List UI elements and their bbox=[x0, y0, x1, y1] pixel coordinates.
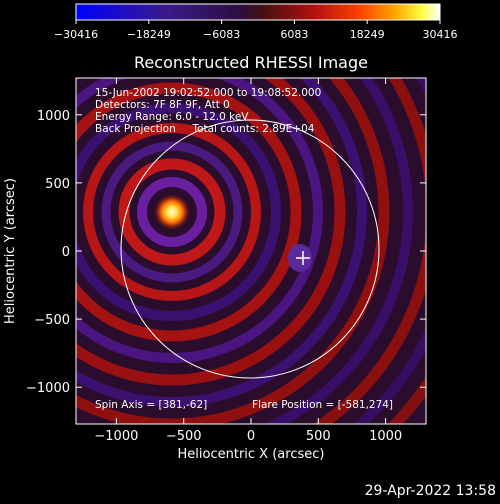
timestamp: 29-Apr-2022 13:58 bbox=[365, 483, 496, 499]
x-tick-label: 0 bbox=[247, 429, 255, 444]
annotation-energy-range: Energy Range: 6.0 - 12.0 keV bbox=[95, 111, 249, 123]
x-tick-label: 1000 bbox=[369, 429, 402, 444]
x-axis-label: Heliocentric X (arcsec) bbox=[178, 447, 325, 462]
annotation-spin-axis: Spin Axis = [381,-62] bbox=[95, 399, 207, 411]
annotation-detectors: Detectors: 7F 8F 9F, Att 0 bbox=[95, 99, 230, 111]
plot-title: Reconstructed RHESSI Image bbox=[134, 53, 368, 72]
x-tick-label: −1000 bbox=[94, 429, 138, 444]
annotation-time-range: 15-Jun-2002 19:02:52.000 to 19:08:52.000 bbox=[95, 87, 321, 99]
colorbar-tick-label: 30416 bbox=[423, 28, 458, 41]
colorbar-tick-label: −6083 bbox=[203, 28, 240, 41]
solar-limb-circle bbox=[120, 119, 380, 379]
y-tick-label: 500 bbox=[45, 177, 70, 192]
annotation-flare-position: Flare Position = [-581,274] bbox=[252, 399, 393, 411]
colorbar: −30416 −18249 −6083 6083 18249 30416 bbox=[54, 3, 458, 41]
x-tick-label: 500 bbox=[306, 429, 331, 444]
y-axis: 1000 500 0 −500 −1000 bbox=[26, 109, 426, 396]
x-axis: −1000 −500 0 500 1000 bbox=[94, 78, 402, 444]
spin-axis-marker bbox=[296, 251, 310, 265]
colorbar-tick-label: −30416 bbox=[54, 28, 98, 41]
y-tick-label: 1000 bbox=[37, 109, 70, 124]
colorbar-ticks: −30416 −18249 −6083 6083 18249 30416 bbox=[54, 20, 458, 41]
annotation-method-counts: Back Projection Total counts: 2.89E+04 bbox=[95, 123, 315, 135]
colorbar-tick-label: 6083 bbox=[280, 28, 308, 41]
y-axis-label: Heliocentric Y (arcsec) bbox=[3, 178, 18, 324]
flare-source bbox=[154, 194, 190, 230]
y-tick-label: −1000 bbox=[26, 381, 70, 396]
x-tick-label: −500 bbox=[166, 429, 202, 444]
image-panel: 15-Jun-2002 19:02:52.000 to 19:08:52.000… bbox=[75, 77, 427, 425]
y-tick-label: −500 bbox=[34, 313, 70, 328]
colorbar-gradient bbox=[75, 3, 441, 21]
image-annotations: 15-Jun-2002 19:02:52.000 to 19:08:52.000… bbox=[95, 87, 393, 411]
colorbar-tick-label: 18249 bbox=[350, 28, 385, 41]
colorbar-tick-label: −18249 bbox=[127, 28, 171, 41]
y-tick-label: 0 bbox=[62, 245, 70, 260]
